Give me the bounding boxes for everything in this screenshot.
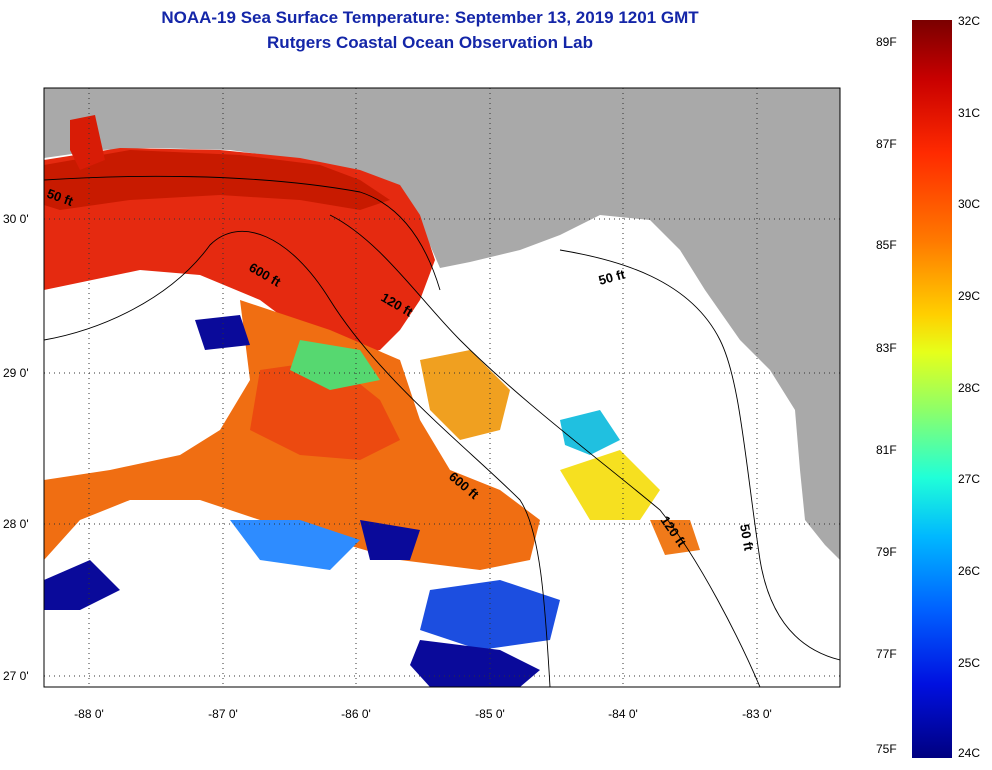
map-subtitle: Rutgers Coastal Ocean Observation Lab [267,33,593,52]
lon-label: -84 0' [608,707,638,721]
colorbar-c-label: 25C [958,656,981,670]
lon-label: -85 0' [475,707,505,721]
depth-contours [44,175,840,687]
colorbar-c-label: 26C [958,564,981,578]
colorbar-f-label: 79F [876,545,897,559]
lat-label: 30 0' [3,212,29,226]
colorbar-c-label: 31C [958,106,981,120]
colorbar-f-label: 85F [876,238,897,252]
colorbar-f-label: 81F [876,443,897,457]
colorbar-f-label: 89F [876,35,897,49]
colorbar-c-label: 24C [958,746,981,760]
colorbar-c-label: 32C [958,14,981,28]
lon-label: -87 0' [208,707,238,721]
colorbar-c-label: 28C [958,381,981,395]
colorbar-f-label: 83F [876,341,897,355]
colorbar-f-label: 87F [876,137,897,151]
sst-field [44,115,700,687]
map-frame [43,87,841,688]
depth-label: 50 ft [597,266,627,288]
land-mass [44,88,840,560]
map-title: NOAA-19 Sea Surface Temperature: Septemb… [161,8,699,27]
colorbar-c-label: 29C [958,289,981,303]
colorbar-f-label: 75F [876,742,897,756]
lat-label: 28 0' [3,517,29,531]
colorbar-c-label: 30C [958,197,981,211]
lat-label: 27 0' [3,669,29,683]
lon-label: -86 0' [341,707,371,721]
depth-label: 50 ft [737,523,757,553]
lon-label: -88 0' [74,707,104,721]
colorbar-c-label: 27C [958,472,981,486]
colorbar-f-label: 77F [876,647,897,661]
lat-label: 29 0' [3,366,29,380]
lon-label: -83 0' [742,707,772,721]
temperature-colorbar [912,20,952,758]
